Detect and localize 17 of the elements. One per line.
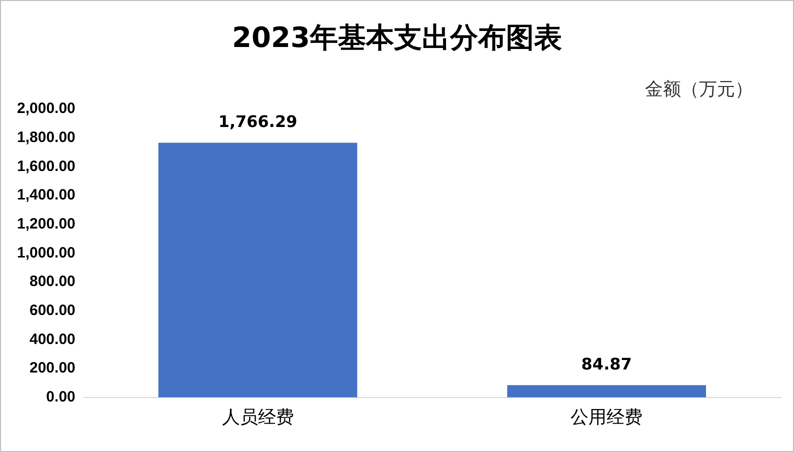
x-tick-label: 公用经费: [570, 407, 643, 428]
data-label: 1,766.29: [218, 112, 298, 131]
y-tick-label: 400.00: [30, 330, 76, 348]
y-tick-label: 1,400.00: [17, 186, 76, 204]
x-tick-label: 人员经费: [222, 407, 294, 428]
data-label: 84.87: [581, 354, 632, 374]
y-tick-label: 0.00: [46, 388, 76, 406]
y-tick-label: 800.00: [30, 273, 76, 290]
y-tick-label: 1,800.00: [17, 128, 76, 146]
y-tick-label: 200.00: [30, 360, 76, 377]
chart-title: 2023年基本支出分布图表: [231, 20, 563, 56]
y-tick-label: 2,000.00: [17, 100, 76, 118]
y-tick-label: 1,200.00: [17, 216, 76, 232]
y-axis-title: 金额（万元）: [645, 78, 753, 101]
y-tick-label: 600.00: [30, 302, 76, 320]
y-tick-label: 1,600.00: [17, 158, 76, 175]
y-tick-label: 1,000.00: [17, 244, 76, 262]
